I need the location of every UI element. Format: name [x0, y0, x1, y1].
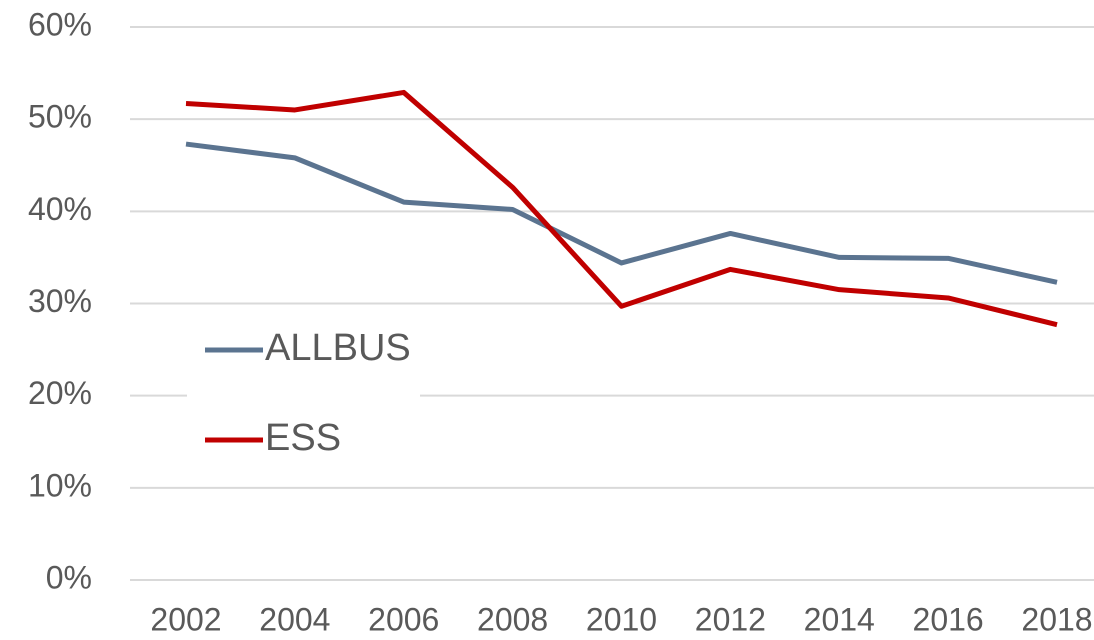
- legend-label: ALLBUS: [265, 327, 411, 369]
- x-tick-label: 2006: [368, 601, 439, 637]
- x-tick-label: 2008: [477, 601, 548, 637]
- y-tick-label: 60%: [28, 6, 92, 42]
- x-tick-label: 2014: [804, 601, 875, 637]
- y-tick-label: 10%: [28, 467, 92, 503]
- y-tick-label: 50%: [28, 99, 92, 135]
- y-tick-label: 0%: [46, 559, 92, 595]
- data-line: [185, 141, 1058, 285]
- data-line: [185, 89, 1058, 328]
- legend-box: [187, 305, 420, 475]
- x-tick-label: 2010: [586, 601, 657, 637]
- x-tick-label: 2012: [695, 601, 766, 637]
- x-tick-label: 2002: [150, 601, 221, 637]
- x-tick-label: 2018: [1021, 601, 1092, 637]
- y-tick-label: 30%: [28, 283, 92, 319]
- legend-label: ESS: [265, 417, 341, 459]
- y-tick-label: 40%: [28, 191, 92, 227]
- x-tick-label: 2016: [913, 601, 984, 637]
- y-tick-label: 20%: [28, 375, 92, 411]
- x-tick-label: 2004: [259, 601, 330, 637]
